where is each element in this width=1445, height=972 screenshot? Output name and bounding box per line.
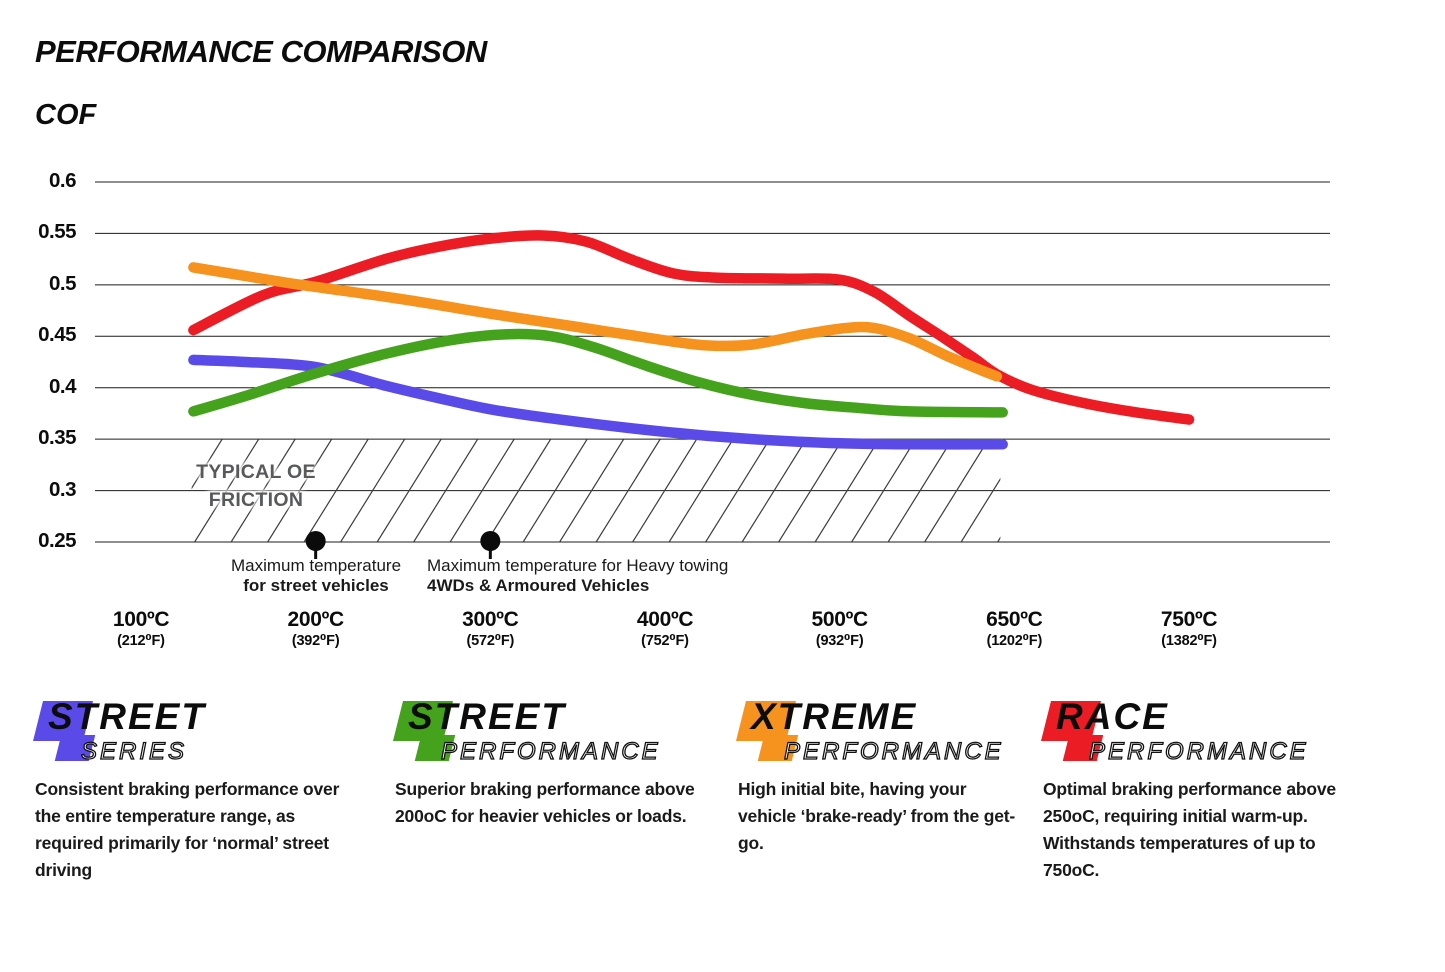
legend-item-street-performance: STREET PERFORMANCE Superior braking perf… [393, 696, 720, 964]
y-axis-tick-label: 0.55 [38, 220, 76, 244]
y-axis-tick-label: 0.4 [49, 374, 77, 398]
logo-word2: PERFORMANCE [1088, 737, 1309, 765]
logo-word2: PERFORMANCE [783, 737, 1004, 765]
legend-description: Superior braking performance above 200oC… [395, 779, 695, 826]
curve-xtreme-performance [188, 262, 1003, 382]
logo-word2: PERFORMANCE [440, 737, 661, 765]
temp-fahrenheit-label: (1382⁰F) [1161, 633, 1217, 649]
temp-celsius-label: 500ºC [811, 608, 868, 631]
temp-fahrenheit-label: (1202⁰F) [986, 633, 1043, 649]
oe-label-line2: FRICTION [208, 489, 304, 511]
x-axis-tick-label: 500ºC (932⁰F) [765, 608, 915, 651]
temp-celsius-label: 750ºC [1160, 608, 1218, 631]
y-axis-tick-label: 0.35 [38, 426, 76, 450]
temp-fahrenheit-label: (572⁰F) [466, 633, 515, 649]
logo-word2: SERIES [80, 737, 188, 765]
x-axis-tick-label: 100ºC (212⁰F) [66, 608, 216, 651]
temp-fahrenheit-label: (932⁰F) [815, 633, 864, 649]
legend-item-xtreme-performance: XTREME PERFORMANCE High initial bite, ha… [736, 696, 1018, 964]
xtreme-performance-logo: XTREME PERFORMANCE [736, 696, 1018, 768]
typical-oe-friction-label: TYPICAL OE FRICTION [184, 458, 328, 514]
temp-fahrenheit-label: (752⁰F) [641, 633, 689, 649]
street-series-logo: STREET SERIES [33, 696, 365, 768]
y-axis-tick-label: 0.25 [38, 528, 76, 552]
legend-description: High initial bite, having your vehicle ‘… [738, 779, 1015, 853]
curve-race-performance [188, 230, 1195, 425]
x-axis-tick-label: 650ºC (1202⁰F) [939, 608, 1089, 651]
temp-celsius-label: 200ºC [287, 608, 344, 631]
x-axis-tick-label: 400ºC (752⁰F) [590, 608, 740, 651]
temp-celsius-label: 400ºC [636, 608, 694, 631]
temp-fahrenheit-label: (392⁰F) [291, 633, 340, 649]
x-axis-tick-label: 300ºC (572⁰F) [415, 608, 565, 651]
y-axis-tick-label: 0.45 [38, 323, 76, 347]
legend-item-race-performance: RACE PERFORMANCE Optimal braking perform… [1041, 696, 1348, 964]
temp-celsius-label: 300ºC [462, 608, 519, 631]
race-performance-logo: RACE PERFORMANCE [1041, 696, 1348, 768]
max-temp-marker [480, 531, 501, 551]
temp-fahrenheit-label: (212⁰F) [117, 633, 165, 649]
logo-word1: STREET [408, 696, 566, 737]
logo-word1: RACE [1056, 696, 1169, 737]
x-axis-tick-label: 200ºC (392⁰F) [241, 608, 391, 651]
oe-friction-hatch [191, 439, 1001, 542]
y-axis-tick-label: 0.5 [49, 271, 77, 295]
y-axis-tick-label: 0.3 [49, 477, 77, 501]
annotation-line1: Maximum temperature for Heavy towing [427, 556, 729, 575]
street-performance-logo: STREET PERFORMANCE [393, 696, 720, 768]
temp-celsius-label: 100ºC [112, 608, 170, 631]
logo-word1: XTREME [751, 696, 918, 737]
curve-street-series [188, 354, 1008, 450]
legend-description: Optimal braking performance above 250oC,… [1043, 779, 1336, 880]
curve-street-performance [188, 328, 1008, 418]
oe-label-line1: TYPICAL OE [196, 461, 316, 483]
logo-word1: STREET [48, 696, 206, 737]
page-title: PERFORMANCE COMPARISON [35, 34, 487, 69]
annotation-line1: Maximum temperature [230, 556, 402, 575]
legend-item-street-series: STREET SERIES Consistent braking perform… [33, 696, 365, 964]
annotation-towing-max-temp: Maximum temperature for Heavy towing 4WD… [427, 556, 767, 595]
annotation-line2: for street vehicles [243, 575, 389, 595]
temp-celsius-label: 650ºC [986, 608, 1043, 631]
max-temp-marker [305, 531, 326, 551]
legend-description: Consistent braking performance over the … [35, 779, 340, 880]
y-axis-title: COF [35, 99, 97, 131]
annotation-street-max-temp: Maximum temperature for street vehicles [203, 556, 429, 595]
annotation-line2: 4WDs & Armoured Vehicles [427, 575, 650, 595]
x-axis-tick-label: 750ºC (1382⁰F) [1114, 608, 1264, 651]
y-axis-tick-label: 0.6 [49, 169, 77, 192]
